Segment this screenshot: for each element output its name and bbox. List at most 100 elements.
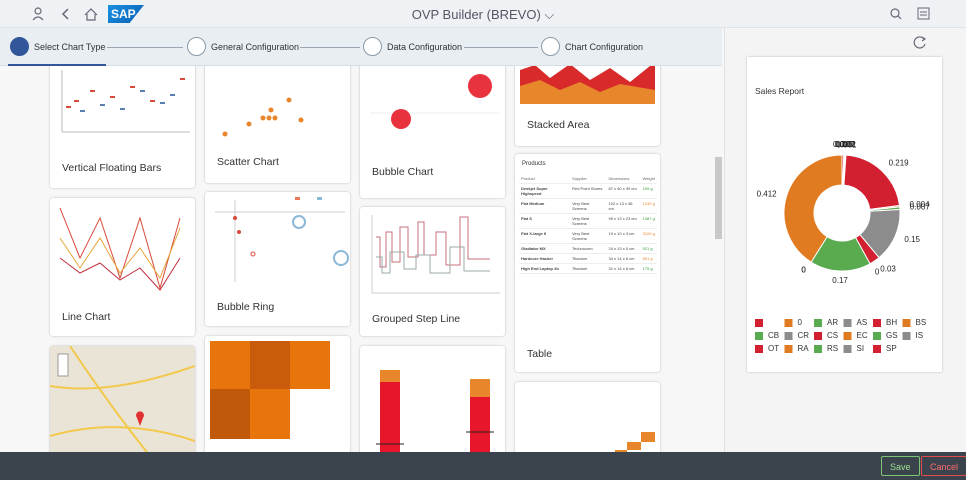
- card[interactable]: Stacked Area: [515, 66, 660, 146]
- stepper: Select Chart Type General Configuration …: [0, 28, 722, 66]
- table-cell: 102 x 13 x 36 cm: [606, 198, 641, 214]
- preview-card: Sales Report 0.005 0.003 0.002 0.001 0.219 0.…: [747, 57, 942, 372]
- table-cell: 175 g: [640, 263, 657, 274]
- thumbnail: [215, 197, 349, 282]
- table-cell: Titanium: [570, 263, 607, 274]
- legend-label: BH: [886, 318, 897, 327]
- table-cell: 34 x 14 x 6 cm: [606, 253, 641, 264]
- table-title: Products: [522, 161, 546, 167]
- step-label[interactable]: General Configuration: [211, 41, 300, 52]
- cancel-button[interactable]: Cancel: [921, 456, 966, 476]
- save-button[interactable]: Save: [881, 456, 920, 476]
- table-cell: Titanium: [570, 253, 607, 264]
- header-icons: [890, 7, 930, 20]
- thumbnail: [210, 341, 330, 439]
- thumbnail: [222, 97, 304, 137]
- thumbnail: [520, 66, 655, 104]
- data-label: 0.007: [910, 202, 931, 211]
- card[interactable]: [50, 346, 195, 452]
- refresh-icon[interactable]: [912, 35, 928, 51]
- table-cell: 691 g: [640, 253, 657, 264]
- card-label[interactable]: Line Chart: [62, 311, 111, 323]
- table-cell: 24 x 13 x 5 cm: [606, 243, 641, 254]
- chart-gallery: Vertical Floating Bars Line Chart Scatte…: [0, 66, 722, 452]
- table-cell: Deskjet Super Highspeed: [519, 183, 571, 199]
- card[interactable]: Bubble Ring: [205, 192, 350, 326]
- legend-swatch: [843, 345, 852, 353]
- card-label[interactable]: Vertical Floating Bars: [62, 162, 162, 174]
- card-label[interactable]: Scatter Chart: [217, 156, 279, 168]
- table-cell: 1430 g: [640, 198, 657, 214]
- data-label: 0.412: [757, 189, 778, 198]
- card[interactable]: Bubble Chart: [360, 66, 505, 198]
- legend-label: SP: [886, 344, 897, 353]
- step[interactable]: General Configuration: [187, 37, 299, 56]
- table-row: Hardcore Hacker Titanium 34 x 14 x 6 cm 691…: [519, 253, 657, 264]
- data-label: 0: [840, 140, 845, 149]
- table-row: Flat X-large II Very Best Screens 19 x 10 …: [519, 228, 657, 244]
- thumbnail: [370, 74, 500, 129]
- legend-label: OT: [768, 344, 779, 353]
- step-line: [464, 47, 538, 48]
- table-row: Deskjet Super Highspeed Red Point Stores 8…: [519, 183, 657, 199]
- step-label[interactable]: Chart Configuration: [565, 41, 644, 52]
- table-cell: High End Laptop 2b: [519, 263, 571, 274]
- legend-swatch: [814, 332, 822, 340]
- pie-slice: [783, 154, 843, 263]
- table-cell: Very Best Screens: [570, 228, 607, 244]
- data-label: 0.005: [833, 140, 854, 149]
- table-cell: 521 g: [640, 243, 657, 254]
- card[interactable]: Scatter Chart: [205, 66, 350, 183]
- table-row: Flat S Very Best Screens 95 x 13 x 23 cm 13…: [519, 213, 657, 229]
- legend-label: IS: [916, 331, 924, 340]
- card-label[interactable]: Table: [527, 348, 553, 360]
- card[interactable]: Line Chart: [50, 198, 195, 336]
- card[interactable]: Vertical Floating Bars: [50, 66, 195, 188]
- card[interactable]: [515, 382, 660, 452]
- data-label: 0: [801, 266, 806, 275]
- card[interactable]: [205, 336, 350, 452]
- card-label[interactable]: Bubble Ring: [217, 301, 275, 313]
- table-cell: 19 x 10 x 3 cm: [606, 228, 641, 244]
- step-label[interactable]: Data Configuration: [387, 41, 463, 52]
- table-header-row: Product Supplier Dimensions Weight: [519, 174, 657, 184]
- card-label[interactable]: Bubble Chart: [372, 166, 434, 178]
- column-header: Supplier: [570, 174, 607, 184]
- legend-label: AR: [827, 318, 838, 327]
- nav-icons: [32, 7, 98, 21]
- column-header: Weight: [640, 174, 657, 184]
- legend-swatch: [784, 332, 793, 340]
- card[interactable]: Products Product Supplier Dimensions Weight…: [515, 154, 660, 372]
- data-label: 0.002: [836, 140, 857, 149]
- data-label: 0.03: [880, 264, 896, 273]
- table-cell: Flat Medium: [519, 198, 571, 214]
- thumbnail: [61, 70, 190, 133]
- chart-title: Sales Report: [755, 86, 805, 96]
- table: Product Supplier Dimensions Weight Deskjet S…: [519, 174, 657, 274]
- card[interactable]: [360, 346, 505, 452]
- legend-label: RS: [827, 344, 838, 353]
- data-label: 0.001: [836, 140, 857, 149]
- step[interactable]: Select Chart Type: [10, 37, 105, 56]
- step-label[interactable]: Select Chart Type: [34, 41, 106, 52]
- legend-label: SI: [857, 344, 865, 353]
- step[interactable]: Chart Configuration: [541, 37, 643, 56]
- legend-label: RA: [798, 344, 810, 353]
- legend-swatch: [814, 345, 822, 353]
- app-title[interactable]: OVP Builder (BREVO) ⌵: [411, 7, 555, 22]
- scrollbar[interactable]: [715, 157, 722, 239]
- app-title-text[interactable]: OVP Builder (BREVO): [411, 7, 541, 22]
- card[interactable]: Grouped Step Line: [360, 207, 505, 336]
- step[interactable]: Data Configuration: [363, 37, 462, 56]
- column-header: Product: [519, 174, 571, 184]
- thumbnail: [615, 432, 655, 452]
- card-label[interactable]: Stacked Area: [527, 119, 590, 131]
- legend-label: BS: [916, 318, 927, 327]
- table-cell: 31 x 14 x 6 cm: [606, 263, 641, 274]
- table-cell: Flat X-large II: [519, 228, 571, 244]
- legend-label: 0: [798, 318, 803, 327]
- legend-swatch: [755, 319, 763, 327]
- data-label: 0.15: [904, 235, 920, 244]
- card-label[interactable]: Grouped Step Line: [372, 313, 461, 325]
